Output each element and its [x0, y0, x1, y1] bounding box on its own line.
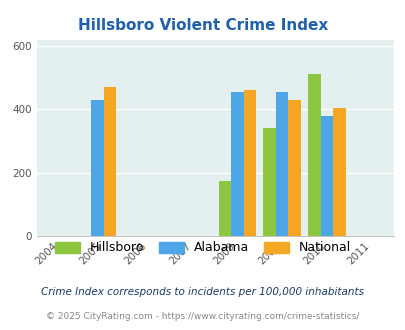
Text: Crime Index corresponds to incidents per 100,000 inhabitants: Crime Index corresponds to incidents per… [41, 287, 364, 297]
Bar [231, 92, 243, 236]
Text: © 2025 CityRating.com - https://www.cityrating.com/crime-statistics/: © 2025 CityRating.com - https://www.city… [46, 312, 359, 321]
Bar [320, 116, 332, 236]
Bar [307, 75, 320, 236]
Bar [275, 92, 288, 236]
Bar [332, 108, 345, 236]
Bar [218, 181, 231, 236]
Legend: Hillsboro, Alabama, National: Hillsboro, Alabama, National [49, 236, 356, 259]
Bar [103, 87, 116, 236]
Bar [91, 100, 103, 236]
Bar [288, 100, 300, 236]
Bar [263, 128, 275, 236]
Bar [243, 90, 256, 236]
Text: Hillsboro Violent Crime Index: Hillsboro Violent Crime Index [78, 18, 327, 33]
